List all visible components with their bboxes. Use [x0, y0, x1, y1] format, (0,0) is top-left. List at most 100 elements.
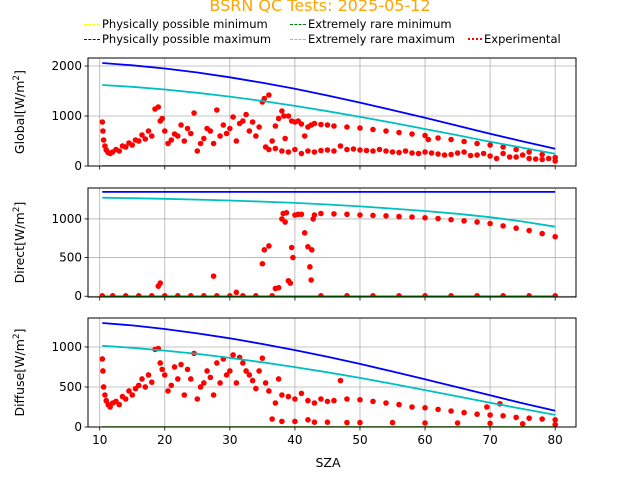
- experimental-point: [526, 227, 532, 234]
- legend-swatch: [84, 23, 100, 25]
- y-tick-label: 1000: [51, 340, 82, 354]
- experimental-point: [545, 155, 552, 162]
- experimental-point: [266, 388, 272, 394]
- chart-title: BSRN QC Tests: 2025-05-12: [209, 0, 431, 15]
- experimental-point: [337, 377, 344, 384]
- experimental-point: [99, 119, 106, 125]
- label-rest: ]: [12, 202, 27, 207]
- experimental-point: [448, 216, 454, 223]
- experimental-point: [402, 148, 409, 154]
- y-axis-label: Global[W/m2]: [12, 70, 27, 154]
- experimental-point: [396, 213, 402, 220]
- x-tick-label: 60: [417, 433, 432, 447]
- experimental-point: [275, 284, 282, 291]
- experimental-point: [487, 153, 493, 159]
- experimental-point: [210, 140, 217, 147]
- experimental-point: [422, 420, 428, 426]
- y-tick-label: 500: [59, 251, 82, 265]
- experimental-point: [201, 380, 207, 386]
- experimental-point: [292, 396, 298, 402]
- y-tick-label: 2000: [51, 59, 82, 73]
- experimental-point: [309, 247, 315, 253]
- experimental-point: [454, 150, 461, 156]
- experimental-point: [292, 146, 298, 153]
- experimental-point: [157, 360, 164, 366]
- experimental-point: [337, 143, 344, 149]
- experimental-point: [139, 132, 145, 138]
- x-tick-label: 40: [287, 433, 302, 447]
- experimental-point: [230, 114, 236, 120]
- experimental-point: [350, 146, 357, 152]
- experimental-point: [194, 148, 201, 154]
- x-tick-label: 10: [92, 433, 107, 447]
- experimental-point: [214, 360, 220, 366]
- experimental-point: [184, 125, 191, 132]
- experimental-point: [301, 230, 308, 236]
- experimental-point: [116, 401, 123, 408]
- experimental-point: [142, 384, 149, 390]
- experimental-point: [318, 396, 324, 402]
- experimental-point: [484, 404, 490, 410]
- experimental-point: [500, 223, 506, 229]
- experimental-point: [370, 212, 376, 219]
- experimental-point: [370, 126, 376, 133]
- y-tick-label: 500: [59, 380, 82, 394]
- experimental-point: [500, 412, 506, 419]
- experimental-point: [148, 379, 155, 385]
- experimental-point: [285, 149, 292, 155]
- experimental-point: [331, 123, 337, 129]
- experimental-point: [513, 154, 519, 160]
- experimental-point: [298, 211, 305, 218]
- experimental-point: [480, 150, 487, 157]
- experimental-point: [233, 289, 240, 296]
- experimental-point: [305, 416, 311, 423]
- experimental-point: [285, 113, 292, 119]
- experimental-point: [275, 376, 282, 382]
- experimental-point: [500, 144, 506, 150]
- superscript: 2: [12, 333, 22, 339]
- experimental-point: [256, 368, 262, 374]
- experimental-point: [409, 150, 415, 156]
- experimental-point: [259, 260, 266, 267]
- experimental-point: [526, 149, 532, 155]
- experimental-point: [552, 233, 558, 240]
- experimental-point: [181, 392, 188, 398]
- experimental-point: [318, 121, 324, 128]
- experimental-point: [171, 364, 178, 370]
- experimental-point: [174, 376, 181, 382]
- experimental-point: [389, 149, 396, 155]
- experimental-point: [376, 146, 383, 153]
- plot-area: [99, 190, 558, 297]
- x-tick-label: 80: [548, 433, 563, 447]
- experimental-point: [266, 146, 272, 153]
- plot-area: [99, 62, 558, 166]
- plot-area: [99, 322, 558, 427]
- experimental-point: [292, 418, 298, 425]
- experimental-point: [311, 120, 318, 127]
- line-physically-possible-maximum: [102, 62, 556, 150]
- experimental-point: [539, 151, 545, 158]
- experimental-point: [188, 130, 194, 137]
- experimental-point: [116, 148, 123, 154]
- experimental-point: [246, 372, 253, 378]
- experimental-point: [279, 148, 285, 154]
- experimental-point: [122, 396, 129, 402]
- line-extremely-rare-maximum: [102, 344, 556, 416]
- experimental-point: [513, 414, 519, 421]
- experimental-point: [197, 384, 204, 390]
- experimental-point: [155, 104, 162, 110]
- experimental-point: [539, 230, 545, 237]
- experimental-point: [519, 420, 526, 427]
- experimental-point: [532, 156, 539, 162]
- experimental-point: [487, 420, 493, 427]
- experimental-point: [487, 412, 493, 418]
- legend-item-experimental: Experimental: [468, 32, 561, 46]
- experimental-point: [100, 137, 107, 143]
- experimental-point: [181, 138, 188, 144]
- experimental-point: [318, 210, 324, 217]
- x-tick-label: 20: [157, 433, 172, 447]
- experimental-point: [363, 147, 370, 154]
- experimental-point: [324, 122, 331, 128]
- experimental-point: [210, 392, 217, 398]
- experimental-point: [383, 128, 389, 134]
